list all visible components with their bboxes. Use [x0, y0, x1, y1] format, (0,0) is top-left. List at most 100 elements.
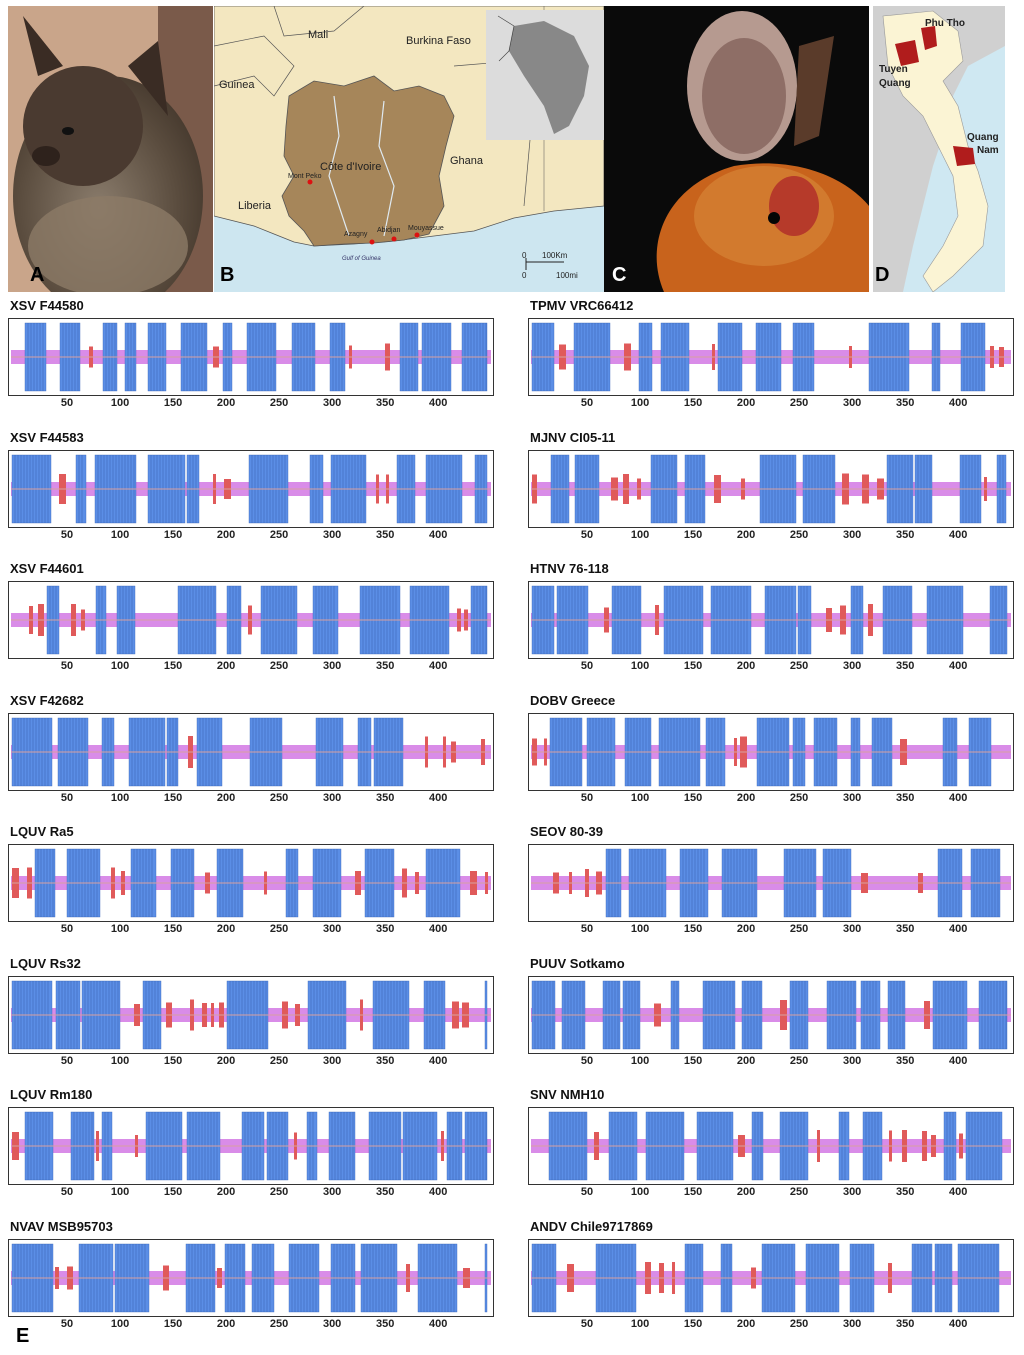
tick-label: 100: [630, 1054, 650, 1067]
map-point-mouyassue: [414, 232, 420, 238]
profile-title: NVAV MSB95703: [10, 1218, 113, 1234]
x-axis-ticks: 50 100 150 200 250 300 350 400: [528, 1318, 1014, 1332]
profile-plot: [8, 449, 494, 528]
tick-label: 150: [683, 1054, 703, 1067]
panel-label-a: A: [30, 264, 45, 286]
profile-svg: [531, 717, 1011, 786]
tick-label: 350: [375, 1054, 395, 1067]
profile-svg: [11, 585, 491, 655]
profile-title: XSV F42682: [10, 692, 84, 708]
tick-label: 250: [269, 791, 289, 804]
tick-label: 200: [736, 923, 756, 935]
tick-label: 200: [216, 1054, 236, 1067]
tick-label: 100: [630, 1317, 650, 1330]
profile-svg: [531, 848, 1011, 918]
tick-label: 300: [322, 397, 342, 409]
panel-b-map: Mali Burkina Faso Guinea Côte d'Ivoire G…: [214, 6, 604, 292]
map-label-burkina: Burkina Faso: [406, 35, 471, 47]
tick-label: 300: [842, 1186, 862, 1198]
tick-label: 200: [736, 791, 756, 804]
tick-label: 50: [580, 791, 594, 804]
map-label-guinea: Guinea: [219, 79, 255, 91]
tick-label: 50: [580, 660, 594, 672]
tick-label: 300: [842, 923, 862, 935]
map-label-mouyassue: Mouyassue: [408, 225, 444, 232]
tick-label: 300: [842, 397, 862, 409]
tick-label: 350: [375, 528, 395, 541]
tick-label: 350: [375, 791, 395, 804]
scale-mi: 100mi: [556, 271, 578, 280]
tick-label: 150: [163, 791, 183, 804]
panel-label-e: E: [16, 1325, 30, 1347]
tick-label: 100: [110, 923, 130, 935]
tick-label: 350: [375, 397, 395, 409]
x-axis-ticks: 50 100 150 200 250 300 350 400: [528, 1186, 1014, 1200]
tick-label: 400: [428, 1317, 448, 1330]
profile-title: XSV F44580: [10, 298, 84, 313]
profile-title: XSV F44583: [10, 429, 84, 445]
tick-label: 200: [216, 791, 236, 804]
map-label-azagny: Azagny: [344, 231, 368, 238]
tick-label: 50: [580, 528, 594, 541]
tick-label: 150: [683, 528, 703, 541]
tick-label: 400: [948, 528, 968, 541]
tick-label: 300: [842, 528, 862, 541]
profile-title: DOBV Greece: [530, 692, 616, 708]
tick-label: 400: [428, 660, 448, 672]
tick-label: 150: [163, 1317, 183, 1330]
tick-label: 400: [428, 397, 448, 409]
tick-label: 250: [269, 923, 289, 935]
tick-label: 400: [428, 1186, 448, 1198]
tick-label: 200: [736, 1317, 756, 1330]
profile-title: LQUV Rs32: [10, 955, 81, 971]
map-label-tuyen: Tuyen: [879, 64, 908, 75]
tick-label: 250: [789, 397, 809, 409]
tick-label: 400: [948, 660, 968, 672]
map-point-montpeko: [307, 179, 313, 185]
tick-label: 50: [580, 923, 594, 935]
profile-plot: [528, 712, 1014, 791]
profile-svg: [531, 454, 1011, 523]
tick-label: 150: [163, 923, 183, 935]
tick-label: 350: [895, 397, 915, 409]
profile-svg: [531, 1243, 1011, 1312]
tick-label: 400: [428, 528, 448, 541]
tick-label: 100: [110, 397, 130, 409]
profile-plot: [528, 844, 1014, 922]
tick-label: 150: [683, 1186, 703, 1198]
scale-km: 100Km: [542, 251, 568, 260]
tick-label: 300: [322, 1054, 342, 1067]
profile-plot: [8, 975, 494, 1054]
tick-label: 250: [789, 660, 809, 672]
tick-label: 400: [948, 791, 968, 804]
panel-a-bat-photo: A: [8, 6, 213, 292]
profile-plot: [8, 1238, 494, 1317]
tick-label: 50: [580, 1186, 594, 1198]
tick-label: 150: [683, 660, 703, 672]
tick-label: 350: [895, 1186, 915, 1198]
map-point-abidjan: [391, 236, 397, 242]
x-axis-ticks: 50 100 150 200 250 300 350 400: [8, 923, 494, 937]
profile-svg: [531, 980, 1011, 1049]
tick-label: 250: [789, 1054, 809, 1067]
profile-title: LQUV Rm180: [10, 1087, 93, 1102]
profile-title: MJNV CI05-11: [530, 429, 616, 445]
tick-label: 250: [269, 528, 289, 541]
tick-label: 250: [269, 1186, 289, 1198]
panel-label-d: D: [875, 264, 890, 286]
tick-label: 100: [110, 1186, 130, 1198]
x-axis-ticks: 50 100 150 200 250 300 350 400: [8, 1186, 494, 1200]
x-axis-ticks: 50 100 150 200 250 300 350 400: [8, 660, 494, 674]
tick-label: 50: [60, 923, 74, 935]
profile-plot: [528, 581, 1014, 659]
profile-plot: [528, 975, 1014, 1054]
tick-label: 150: [163, 528, 183, 541]
tick-label: 250: [269, 1317, 289, 1330]
tick-label: 200: [216, 1186, 236, 1198]
tick-label: 300: [842, 791, 862, 804]
panel-c-bat-photo: C: [604, 6, 869, 292]
x-axis-ticks: 50 100 150 200 250 300 350 400: [528, 660, 1014, 674]
map-label-gulf: Gulf of Guinea: [342, 256, 381, 262]
tick-label: 50: [580, 1317, 594, 1330]
tick-label: 200: [216, 528, 236, 541]
